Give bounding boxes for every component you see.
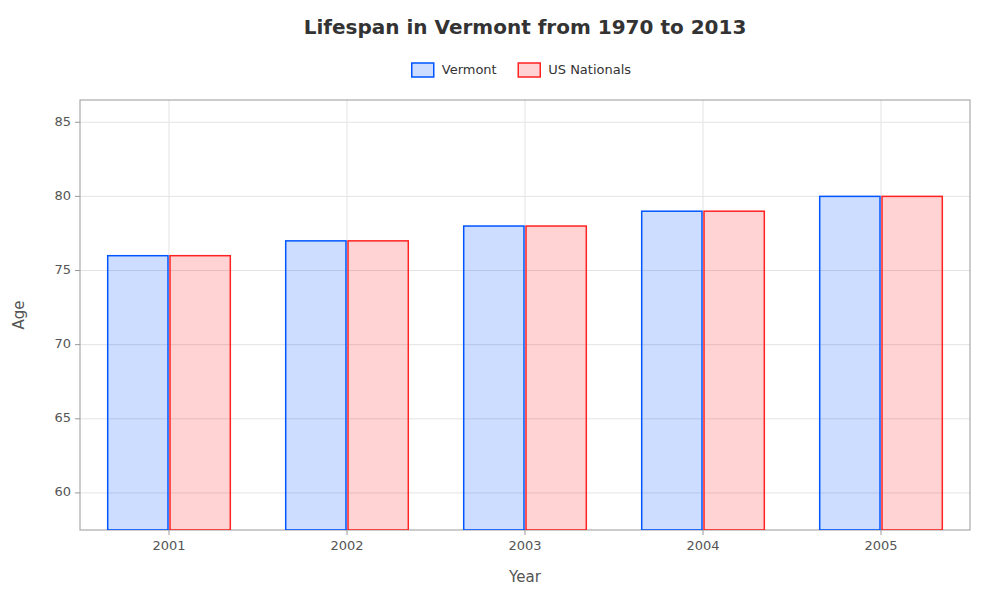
x-axis-label: Year (508, 568, 542, 586)
bars (108, 196, 943, 530)
y-tick-label: 60 (54, 484, 71, 499)
bar (882, 196, 942, 530)
y-tick-label: 65 (54, 410, 71, 425)
title: Lifespan in Vermont from 1970 to 2013 (304, 15, 747, 39)
bar (704, 211, 764, 530)
y-tick (75, 270, 80, 271)
x-tick-label: 2004 (686, 538, 719, 553)
background (0, 0, 1000, 600)
bar (820, 196, 880, 530)
y-tick (75, 344, 80, 345)
chart: 60 65 70 75 80 85 2001 2002 2003 2004 2005 Year Age L… (0, 0, 1000, 600)
bar (170, 256, 230, 530)
x-tick-label: 2005 (864, 538, 897, 553)
y-tick (75, 196, 80, 197)
bar (526, 226, 586, 530)
legend-swatch (412, 63, 434, 77)
y-tick (75, 492, 80, 493)
x-tick (881, 530, 882, 535)
bar (108, 256, 168, 530)
legend: Vermont US Nationals (412, 62, 632, 78)
y-tick-label: 70 (54, 336, 71, 351)
bar (348, 241, 408, 530)
y-tick-label: 75 (54, 262, 71, 277)
y-tick-label: 85 (54, 114, 71, 129)
bar (464, 226, 524, 530)
legend-swatch (518, 63, 540, 77)
axes: 60 65 70 75 80 85 2001 2002 2003 2004 2005 (54, 114, 897, 553)
y-tick-label: 80 (54, 188, 71, 203)
legend-label: US Nationals (548, 62, 631, 77)
x-tick-label: 2001 (152, 538, 185, 553)
legend-label: Vermont (442, 62, 497, 77)
y-axis-label: Age (10, 300, 28, 329)
x-tick-label: 2003 (508, 538, 541, 553)
bar (286, 241, 346, 530)
x-tick (347, 530, 348, 535)
x-tick (703, 530, 704, 535)
y-tick (75, 418, 80, 419)
plot-frame (80, 100, 970, 530)
grid (80, 100, 970, 530)
y-tick (75, 122, 80, 123)
bar (642, 211, 702, 530)
x-tick-label: 2002 (330, 538, 363, 553)
x-tick (525, 530, 526, 535)
x-tick (169, 530, 170, 535)
